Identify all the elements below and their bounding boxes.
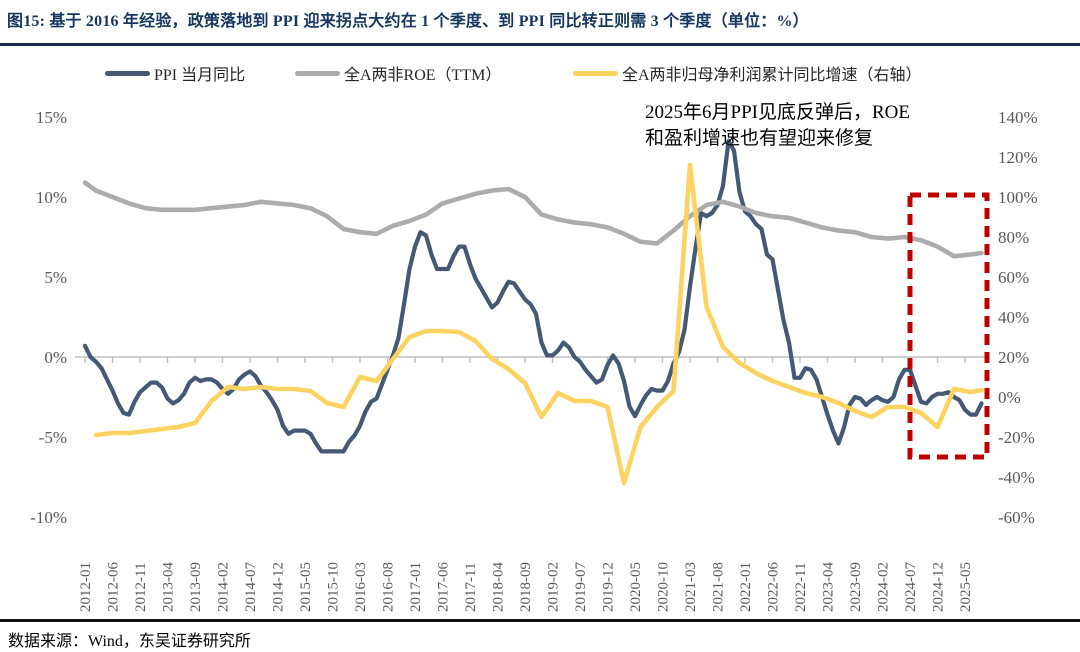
x-axis-label: 2020-05 bbox=[628, 562, 644, 612]
ppi-line-swatch bbox=[105, 70, 150, 76]
legend-item-roe: 全A两非ROE（TTM） bbox=[295, 62, 501, 84]
right-axis-label: 20% bbox=[998, 348, 1029, 367]
x-axis-label: 2019-07 bbox=[573, 562, 589, 612]
x-axis-label: 2015-10 bbox=[326, 562, 342, 612]
x-axis-label: 2013-09 bbox=[188, 562, 204, 612]
x-axis-label: 2013-04 bbox=[161, 562, 177, 612]
x-axis-label: 2025-05 bbox=[958, 562, 974, 612]
x-axis-label: 2024-02 bbox=[876, 562, 892, 612]
x-axis-label: 2018-09 bbox=[518, 562, 534, 612]
x-axis-label: 2015-05 bbox=[298, 562, 314, 612]
x-axis-label: 2016-03 bbox=[353, 562, 369, 612]
x-axis-label: 2018-04 bbox=[491, 562, 507, 612]
annotation-line-1: 2025年6月PPI见底反弹后，ROE bbox=[645, 102, 910, 123]
figure-title: 图15: 基于 2016 年经验，政策落地到 PPI 迎来拐点大约在 1 个季度… bbox=[7, 13, 809, 30]
x-axis-label: 2023-09 bbox=[848, 562, 864, 612]
profit-line bbox=[93, 162, 984, 486]
annotation-line-2: 和盈利增速也有望迎来修复 bbox=[645, 128, 874, 149]
left-axis-label: 5% bbox=[44, 268, 67, 287]
data-source: 数据来源：Wind，东吴证券研究所 bbox=[8, 633, 251, 650]
x-axis-label: 2016-08 bbox=[381, 562, 397, 612]
right-axis-label: 60% bbox=[998, 268, 1029, 287]
title-divider bbox=[0, 43, 1080, 46]
x-axis-label: 2012-01 bbox=[78, 562, 94, 612]
x-axis-label: 2014-07 bbox=[243, 562, 259, 612]
x-axis-label: 2014-12 bbox=[271, 562, 287, 612]
x-axis-label: 2017-11 bbox=[463, 563, 479, 612]
chart-annotation: 2025年6月PPI见底反弹后，ROE 和盈利增速也有望迎来修复 bbox=[645, 100, 1015, 152]
profit-line-swatch bbox=[573, 70, 618, 76]
right-axis-label: 100% bbox=[998, 188, 1038, 207]
legend-label-ppi: PPI 当月同比 bbox=[154, 67, 246, 84]
roe-line bbox=[82, 180, 984, 259]
x-axis-label: 2019-12 bbox=[601, 562, 617, 612]
x-axis-label: 2012-11 bbox=[133, 563, 149, 612]
x-axis-label: 2021-08 bbox=[711, 562, 727, 612]
right-axis-label: -60% bbox=[998, 508, 1035, 527]
x-axis-label: 2014-02 bbox=[216, 562, 232, 612]
right-axis-label: 80% bbox=[998, 228, 1029, 247]
right-axis-label: 140% bbox=[998, 108, 1038, 127]
x-axis-label: 2021-03 bbox=[683, 562, 699, 612]
x-axis-label: 2024-07 bbox=[903, 562, 919, 612]
footer-divider bbox=[0, 619, 1080, 622]
highlight-box bbox=[907, 192, 990, 460]
right-axis-label: 0% bbox=[998, 388, 1021, 407]
roe-line-swatch bbox=[295, 70, 340, 76]
right-axis-label: 120% bbox=[998, 148, 1038, 167]
x-axis-label: 2017-01 bbox=[408, 562, 424, 612]
legend-item-profit: 全A两非归母净利润累计同比增速（右轴） bbox=[573, 62, 922, 84]
right-axis-label: 40% bbox=[998, 308, 1029, 327]
right-axis-label: -40% bbox=[998, 468, 1035, 487]
x-axis-label: 2017-06 bbox=[436, 562, 452, 612]
chart-legend: PPI 当月同比 全A两非ROE（TTM） 全A两非归母净利润累计同比增速（右轴… bbox=[0, 62, 1080, 84]
legend-label-roe: 全A两非ROE（TTM） bbox=[344, 67, 502, 84]
x-axis-label: 2022-11 bbox=[793, 563, 809, 612]
left-axis-label: -5% bbox=[39, 428, 67, 447]
legend-item-ppi: PPI 当月同比 bbox=[105, 62, 245, 84]
x-axis-label: 2022-01 bbox=[738, 562, 754, 612]
right-axis-label: -20% bbox=[998, 428, 1035, 447]
left-axis-label: 15% bbox=[36, 108, 67, 127]
x-axis-label: 2020-10 bbox=[656, 562, 672, 612]
legend-label-profit: 全A两非归母净利润累计同比增速（右轴） bbox=[622, 67, 922, 84]
left-axis-label: 0% bbox=[44, 348, 67, 367]
left-axis-label: 10% bbox=[36, 188, 67, 207]
x-axis-label: 2023-04 bbox=[821, 562, 837, 612]
x-axis-label: 2022-06 bbox=[766, 562, 782, 612]
x-axis-label: 2024-12 bbox=[931, 562, 947, 612]
x-axis-label: 2019-02 bbox=[546, 562, 562, 612]
x-axis-label: 2012-06 bbox=[106, 562, 122, 612]
left-axis-label: -10% bbox=[30, 508, 67, 527]
